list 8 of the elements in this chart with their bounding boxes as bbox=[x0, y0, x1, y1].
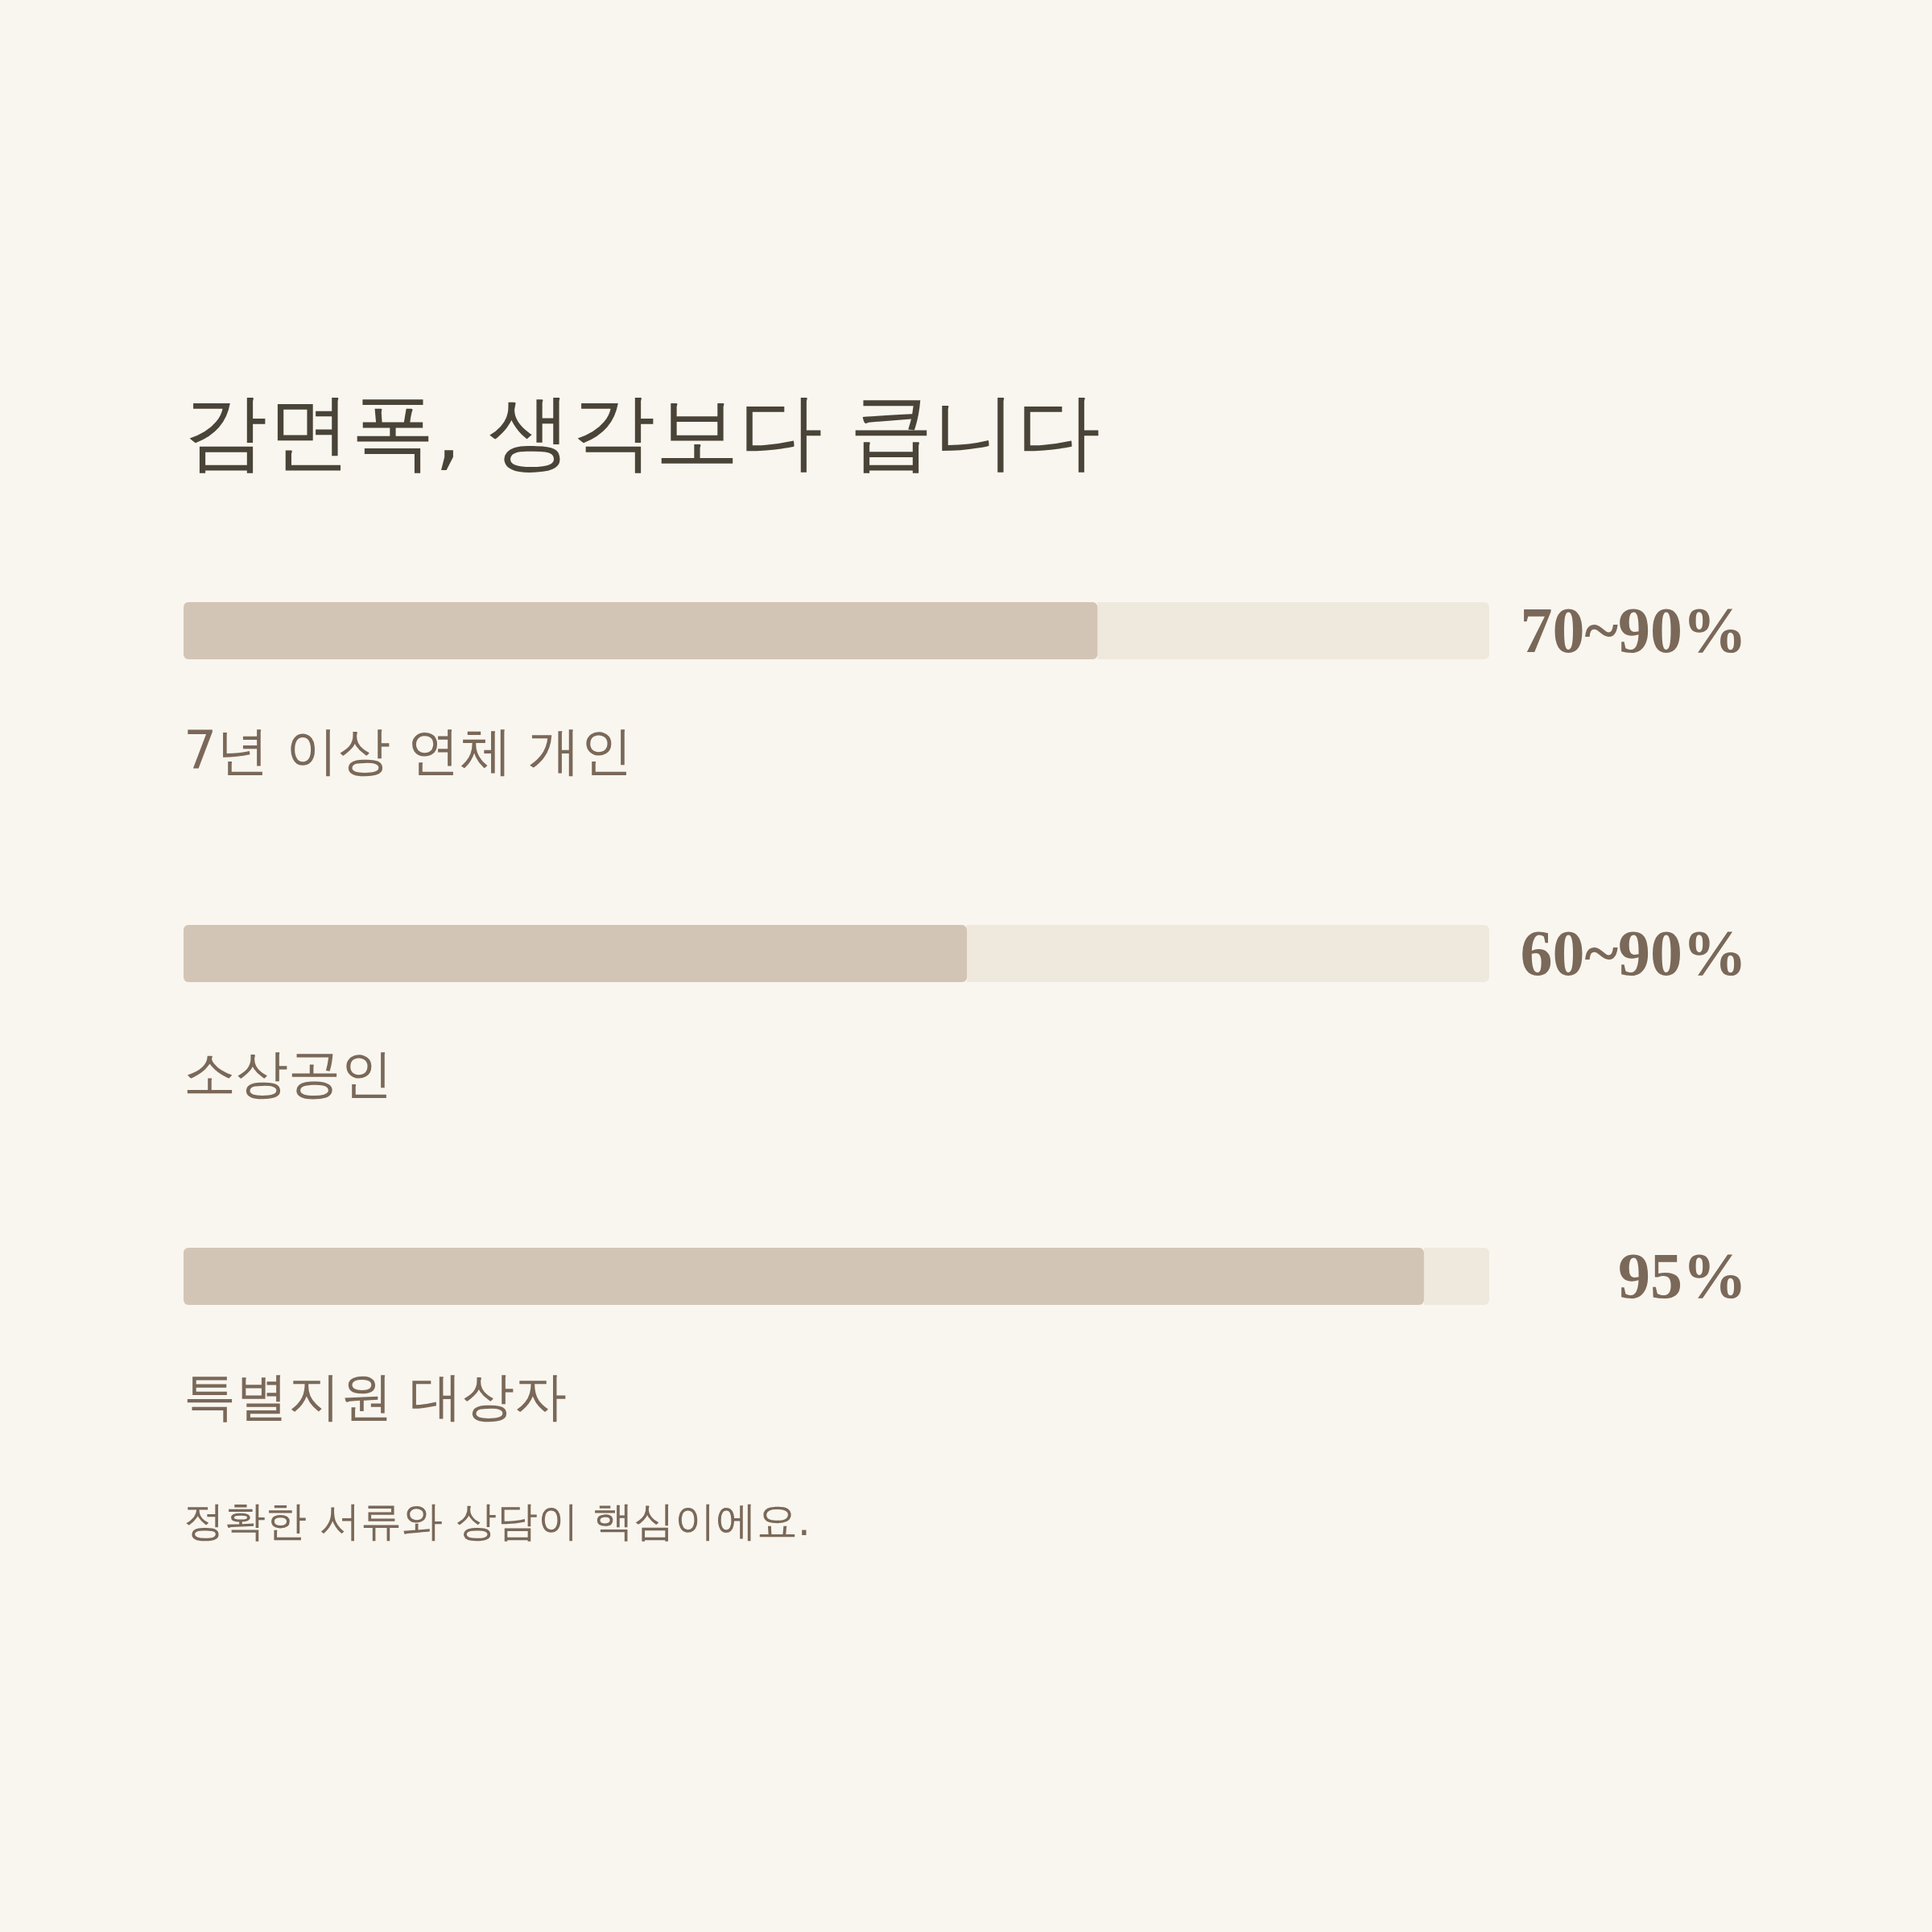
value-label: 60~90% bbox=[1520, 917, 1747, 989]
value-label: 95% bbox=[1618, 1240, 1747, 1311]
title: 감면폭, 생각보다 큽니다 bbox=[184, 382, 1101, 481]
category-label: 7년 이상 연체 개인 bbox=[184, 720, 634, 781]
annotation: 정확한 서류와 상담이 핵심이에요. bbox=[184, 1497, 811, 1545]
category-label: 특별지원 대상자 bbox=[184, 1366, 567, 1426]
value-label: 70~90% bbox=[1520, 594, 1747, 666]
category-label: 소상공인 bbox=[184, 1043, 393, 1104]
